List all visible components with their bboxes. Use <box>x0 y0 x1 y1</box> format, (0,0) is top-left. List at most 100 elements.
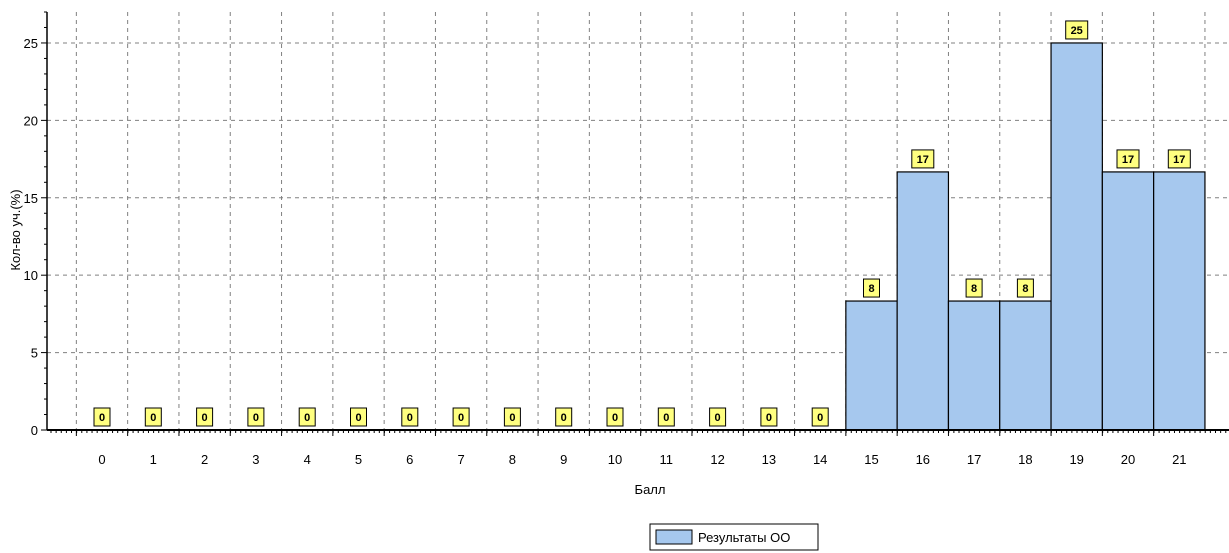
x-tick-label: 10 <box>608 452 622 467</box>
y-tick-label: 20 <box>24 113 38 128</box>
bar-18 <box>999 300 1052 431</box>
data-label-text: 0 <box>99 412 105 424</box>
data-label-text: 25 <box>1071 25 1083 37</box>
data-label-10: 0 <box>606 407 624 427</box>
x-tick-label: 13 <box>762 452 776 467</box>
data-label-7: 0 <box>452 407 470 427</box>
y-tick-label: 25 <box>24 36 38 51</box>
data-label-11: 0 <box>657 407 675 427</box>
x-tick-label: 7 <box>457 452 464 467</box>
legend-label: Результаты ОО <box>698 530 790 545</box>
data-label-8: 0 <box>503 407 521 427</box>
data-label-box <box>1065 20 1089 40</box>
x-tick-label: 11 <box>660 452 674 467</box>
data-label-text: 0 <box>766 412 772 424</box>
data-label-4: 0 <box>298 407 316 427</box>
data-label-text: 17 <box>1122 154 1134 166</box>
data-label-box <box>863 278 880 298</box>
bar-17 <box>947 300 1001 431</box>
data-label-9: 0 <box>555 407 573 427</box>
data-labels: 0 0 0 0 0 0 0 0 0 0 0 0 0 0 0 8 17 8 8 25 17 17 <box>93 20 1191 427</box>
x-tick-label: 6 <box>406 452 413 467</box>
x-tick-labels: 0 1 2 3 4 5 6 7 8 9 10 11 12 13 14 15 16 17 18 19 20 21 <box>98 452 1186 467</box>
data-label-box <box>1116 149 1140 169</box>
y-tick-label: 5 <box>31 346 38 361</box>
x-tick-label: 5 <box>355 452 362 467</box>
x-tick-label: 3 <box>252 452 259 467</box>
data-label-21: 17 <box>1167 149 1191 169</box>
x-tick-label: 4 <box>304 452 311 467</box>
x-tick-label: 19 <box>1069 452 1083 467</box>
data-label-text: 0 <box>355 412 361 424</box>
data-label-text: 0 <box>304 412 310 424</box>
x-tick-label: 14 <box>813 452 827 467</box>
data-label-text: 0 <box>509 412 515 424</box>
data-label-box <box>503 407 521 427</box>
data-label-box <box>196 407 214 427</box>
data-label-box <box>247 407 265 427</box>
bar-20 <box>1101 171 1155 431</box>
data-label-17: 8 <box>965 278 983 298</box>
data-label-text: 0 <box>612 412 618 424</box>
data-label-1: 0 <box>144 407 162 427</box>
data-label-text: 0 <box>663 412 669 424</box>
data-label-text: 0 <box>407 412 413 424</box>
data-label-text: 8 <box>1022 283 1028 295</box>
x-tick-label: 9 <box>560 452 567 467</box>
x-tick-label: 16 <box>916 452 930 467</box>
data-label-box <box>811 407 829 427</box>
data-label-box <box>1167 149 1191 169</box>
y-tick-label: 15 <box>24 191 38 206</box>
x-tick-label: 18 <box>1018 452 1032 467</box>
data-label-box <box>1016 278 1034 298</box>
data-label-box <box>760 407 778 427</box>
x-axis-title: Балл <box>635 482 666 497</box>
data-label-box <box>606 407 624 427</box>
data-label-box <box>350 407 367 427</box>
data-label-text: 0 <box>715 412 721 424</box>
bar-19 <box>1050 42 1103 431</box>
data-label-text: 0 <box>150 412 156 424</box>
data-label-12: 0 <box>709 407 727 427</box>
data-label-text: 0 <box>458 412 464 424</box>
bar-15 <box>845 300 898 431</box>
x-tick-label: 15 <box>864 452 878 467</box>
data-label-3: 0 <box>247 407 265 427</box>
data-label-text: 0 <box>202 412 208 424</box>
bar-16 <box>896 171 950 431</box>
data-label-box <box>965 278 983 298</box>
x-tick-label: 8 <box>509 452 516 467</box>
data-label-text: 0 <box>817 412 823 424</box>
x-tick-label: 2 <box>201 452 208 467</box>
y-tick-labels: 0 5 10 15 20 25 <box>24 36 38 438</box>
data-label-6: 0 <box>401 407 419 427</box>
x-tick-label: 21 <box>1172 452 1186 467</box>
y-tick-label: 0 <box>31 423 38 438</box>
data-label-box <box>144 407 162 427</box>
data-label-text: 0 <box>253 412 259 424</box>
data-label-16: 17 <box>911 149 935 169</box>
legend: Результаты ОО <box>649 523 819 551</box>
data-label-text: 17 <box>1173 154 1185 166</box>
data-label-text: 8 <box>971 283 977 295</box>
y-tick-label: 10 <box>24 268 38 283</box>
x-tick-label: 0 <box>98 452 105 467</box>
x-tick-label: 17 <box>967 452 981 467</box>
bars <box>845 42 1206 431</box>
data-label-box <box>93 407 111 427</box>
data-label-box <box>401 407 419 427</box>
data-label-box <box>709 407 727 427</box>
data-label-20: 17 <box>1116 149 1140 169</box>
data-label-box <box>657 407 675 427</box>
axes <box>41 11 1229 436</box>
data-label-box <box>452 407 470 427</box>
data-label-box <box>911 149 935 169</box>
data-label-box <box>555 407 573 427</box>
y-axis-title: Кол-во уч.(%) <box>8 189 23 270</box>
x-tick-label: 1 <box>150 452 157 467</box>
data-label-18: 8 <box>1016 278 1034 298</box>
data-label-text: 0 <box>561 412 567 424</box>
data-label-14: 0 <box>811 407 829 427</box>
data-label-box <box>298 407 316 427</box>
